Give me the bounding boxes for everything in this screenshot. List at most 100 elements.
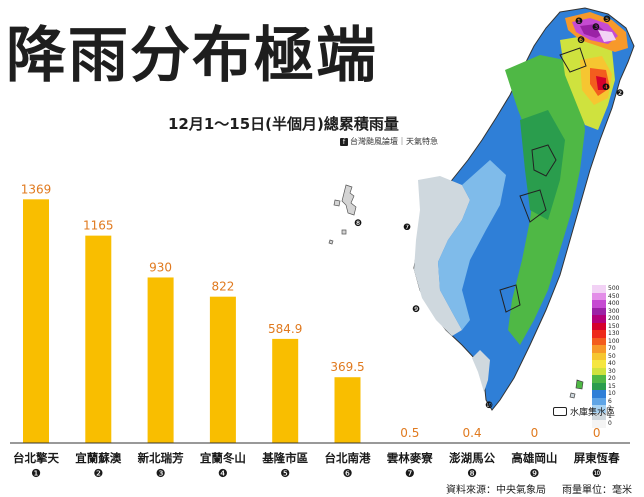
rank-marker-8: ❽: [467, 467, 477, 480]
rank-marker-9: ❾: [529, 467, 539, 480]
category-label-5: 基隆市區: [261, 451, 308, 465]
legend-label: 400: [608, 300, 620, 307]
legend-label: 70: [608, 345, 616, 352]
category-label-3: 新北瑞芳: [138, 451, 184, 465]
map-marker-7: ❼: [403, 223, 411, 233]
rank-marker-3: ❸: [156, 467, 166, 480]
legend-row: 6: [592, 397, 619, 405]
legend-label: 130: [608, 330, 620, 337]
credit-line: f 台灣颱風論壇｜天氣特急: [340, 136, 438, 147]
value-label-4: 822: [211, 280, 234, 294]
category-label-2: 宜蘭蘇澳: [75, 451, 121, 465]
bar-5: [272, 338, 299, 443]
map-marker-5: ❺: [603, 15, 611, 25]
bar-3: [147, 277, 174, 443]
map-station-markers: ❶ ❷ ❸ ❹ ❺ ❻ ❼ ❽ ❾ ❿: [354, 15, 624, 411]
legend-label: 10: [608, 390, 616, 397]
legend-label: 15: [608, 382, 616, 390]
value-label-9: 0: [531, 426, 539, 440]
legend-swatch: [592, 420, 606, 428]
penghu-islands: [328, 184, 357, 245]
legend-swatch: [592, 352, 606, 360]
value-label-6: 369.5: [330, 360, 364, 374]
legend-row: 150: [592, 322, 620, 330]
legend-swatch: [592, 375, 606, 383]
value-label-2: 1165: [83, 219, 114, 233]
value-label-5: 584.9: [268, 322, 302, 336]
legend-swatch: [592, 412, 606, 420]
rank-marker-6: ❻: [343, 467, 353, 480]
rank-marker-10: ❿: [592, 467, 602, 480]
reservoir-legend: 水庫集水區: [553, 405, 615, 418]
legend-row: 2: [592, 405, 619, 413]
legend-row: 130: [592, 330, 619, 338]
value-label-10: 0: [593, 426, 601, 440]
legend-label: 100: [608, 337, 620, 345]
legend-swatch: [592, 315, 606, 323]
taiwan-rainfall-map: ❶ ❷ ❸ ❹ ❺ ❻ ❼ ❽ ❾ ❿: [328, 7, 635, 411]
legend-label: 300: [608, 307, 620, 315]
data-source: 資料來源：中央氣象局: [446, 485, 546, 496]
category-label-8: 澎湖馬公: [449, 451, 495, 465]
category-label-6: 台北南港: [325, 451, 371, 465]
legend-row: 30: [592, 367, 619, 375]
legend-label: 1: [608, 412, 612, 420]
value-label-3: 930: [149, 260, 172, 274]
legend-swatch: [592, 345, 606, 353]
bar-4: [209, 296, 236, 443]
bar-1: [23, 199, 49, 443]
footer: 資料來源：中央氣象局 雨量單位：毫米: [430, 481, 632, 496]
chart-subtitle: 12月1～15日(半個月)總累積雨量: [168, 115, 399, 133]
category-label-10: 屏東恆春: [574, 451, 620, 465]
legend-swatch: [592, 397, 606, 405]
unit-note: 雨量單位：毫米: [562, 485, 632, 496]
legend-label: 0: [608, 420, 612, 427]
rank-marker-4: ❹: [218, 467, 228, 480]
map-marker-3: ❸: [592, 23, 600, 33]
legend-swatch: [592, 322, 606, 330]
legend-row: 20: [592, 375, 619, 383]
value-label-7: 0.5: [400, 426, 419, 440]
rank-marker-2: ❷: [93, 467, 103, 480]
legend-row: 400: [592, 300, 619, 308]
legend-row: 0: [592, 420, 619, 428]
map-marker-1: ❶: [575, 17, 583, 27]
legend-row: 450: [592, 292, 619, 300]
legend-swatch: [592, 292, 606, 300]
legend-swatch: [592, 337, 606, 345]
legend-label: 200: [608, 315, 620, 322]
legend-swatch: [592, 285, 606, 293]
legend-row: 300: [592, 307, 620, 315]
legend-label: 150: [608, 322, 620, 330]
legend-row: 70: [592, 345, 619, 353]
legend-swatch: [592, 330, 606, 338]
credit-text: 台灣颱風論壇｜天氣特急: [350, 137, 438, 146]
legend-row: 1: [592, 412, 619, 420]
chart-title: 降雨分布極端: [6, 21, 378, 91]
bar-2: [85, 235, 112, 443]
reservoir-outline-icon: [553, 407, 567, 416]
map-marker-2: ❷: [616, 89, 624, 99]
map-marker-4: ❹: [602, 83, 610, 93]
legend-row: 40: [592, 360, 619, 368]
map-marker-8: ❽: [354, 219, 362, 229]
legend-label: 30: [608, 367, 616, 375]
map-marker-9: ❾: [412, 305, 420, 315]
bar-series: 1369 台北擎天 ❶ 1165 宜蘭蘇澳 ❷ 930 新北瑞芳 ❸ 822 宜蘭冬山 ❹ 584.9 基…: [13, 182, 620, 480]
legend-row: 10: [592, 390, 619, 398]
bar-6: [334, 377, 361, 443]
legend-row: 200: [592, 315, 619, 323]
category-label-1: 台北擎天: [13, 451, 59, 465]
legend-swatch: [592, 307, 606, 315]
facebook-icon: f: [340, 138, 348, 146]
legend-label: 50: [608, 352, 616, 360]
value-label-8: 0.4: [463, 426, 482, 440]
legend-row: 100: [592, 337, 620, 345]
legend-row: 15: [592, 382, 619, 390]
legend-label: 6: [608, 397, 612, 405]
legend-label: 2: [608, 405, 612, 412]
map-marker-10: ❿: [485, 401, 493, 411]
category-label-4: 宜蘭冬山: [200, 451, 246, 465]
eastern-islets: [569, 379, 584, 399]
